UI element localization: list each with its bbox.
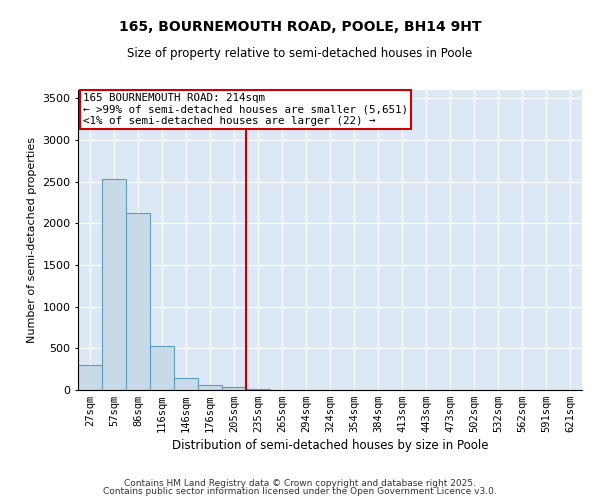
Text: Contains HM Land Registry data © Crown copyright and database right 2025.: Contains HM Land Registry data © Crown c… [124,478,476,488]
Bar [174,378,198,390]
Text: 165, BOURNEMOUTH ROAD, POOLE, BH14 9HT: 165, BOURNEMOUTH ROAD, POOLE, BH14 9HT [119,20,481,34]
X-axis label: Distribution of semi-detached houses by size in Poole: Distribution of semi-detached houses by … [172,440,488,452]
Bar [102,179,126,390]
Text: Contains public sector information licensed under the Open Government Licence v3: Contains public sector information licen… [103,487,497,496]
Bar [126,214,150,390]
Bar [150,346,174,390]
Bar [78,365,102,390]
Bar [222,386,246,390]
Bar [198,384,222,390]
Text: 165 BOURNEMOUTH ROAD: 214sqm
← >99% of semi-detached houses are smaller (5,651)
: 165 BOURNEMOUTH ROAD: 214sqm ← >99% of s… [83,93,408,126]
Bar [246,389,270,390]
Y-axis label: Number of semi-detached properties: Number of semi-detached properties [26,137,37,343]
Text: Size of property relative to semi-detached houses in Poole: Size of property relative to semi-detach… [127,48,473,60]
